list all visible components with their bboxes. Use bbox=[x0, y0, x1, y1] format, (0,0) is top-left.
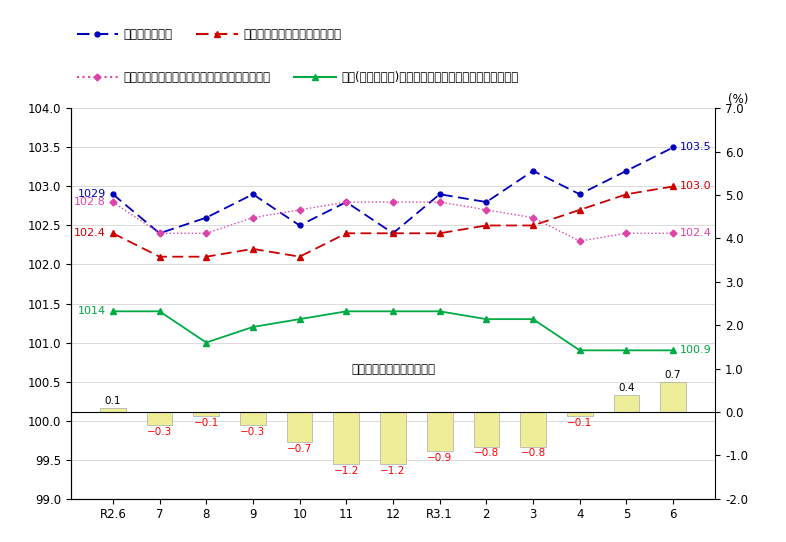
Bar bbox=[380, 412, 406, 464]
Text: 総合前年同月比（右目盛）: 総合前年同月比（右目盛） bbox=[351, 363, 435, 376]
Text: −0.8: −0.8 bbox=[520, 448, 545, 459]
Text: 103.5: 103.5 bbox=[680, 143, 711, 152]
Text: −1.2: −1.2 bbox=[333, 466, 359, 476]
Text: −0.3: −0.3 bbox=[241, 427, 266, 437]
Text: 102.4: 102.4 bbox=[74, 228, 106, 238]
Bar bbox=[240, 412, 266, 425]
Bar bbox=[427, 412, 453, 451]
Text: 1014: 1014 bbox=[78, 306, 106, 317]
Text: 0.1: 0.1 bbox=[105, 396, 121, 406]
Text: −0.7: −0.7 bbox=[287, 444, 312, 454]
Text: −0.1: −0.1 bbox=[193, 418, 219, 428]
Bar bbox=[473, 412, 499, 447]
Text: −0.8: −0.8 bbox=[474, 448, 499, 459]
Text: 103.0: 103.0 bbox=[680, 182, 711, 191]
Bar bbox=[567, 412, 593, 416]
Bar bbox=[193, 412, 219, 416]
Bar bbox=[100, 408, 126, 412]
Text: 102.8: 102.8 bbox=[74, 197, 106, 207]
Bar bbox=[333, 412, 359, 464]
Text: 102.4: 102.4 bbox=[680, 228, 712, 238]
Text: 0.4: 0.4 bbox=[618, 383, 634, 393]
Bar bbox=[614, 395, 639, 412]
Legend: 生鮮食品及びエネルギーを除く総合（左目盛）, 食料(酒類を除く)及びエネルギーを除く総合（左目盛）: 生鮮食品及びエネルギーを除く総合（左目盛）, 食料(酒類を除く)及びエネルギーを… bbox=[77, 72, 519, 85]
Text: −0.1: −0.1 bbox=[567, 418, 593, 428]
Bar bbox=[660, 382, 686, 412]
Bar bbox=[520, 412, 546, 447]
Bar bbox=[287, 412, 313, 442]
Text: −0.3: −0.3 bbox=[147, 427, 172, 437]
Text: 1029: 1029 bbox=[78, 189, 106, 199]
Bar bbox=[147, 412, 172, 425]
Text: −1.2: −1.2 bbox=[380, 466, 406, 476]
Text: −0.9: −0.9 bbox=[427, 453, 452, 463]
Text: 0.7: 0.7 bbox=[665, 370, 681, 380]
Text: (%): (%) bbox=[728, 93, 748, 106]
Text: 100.9: 100.9 bbox=[680, 345, 712, 356]
